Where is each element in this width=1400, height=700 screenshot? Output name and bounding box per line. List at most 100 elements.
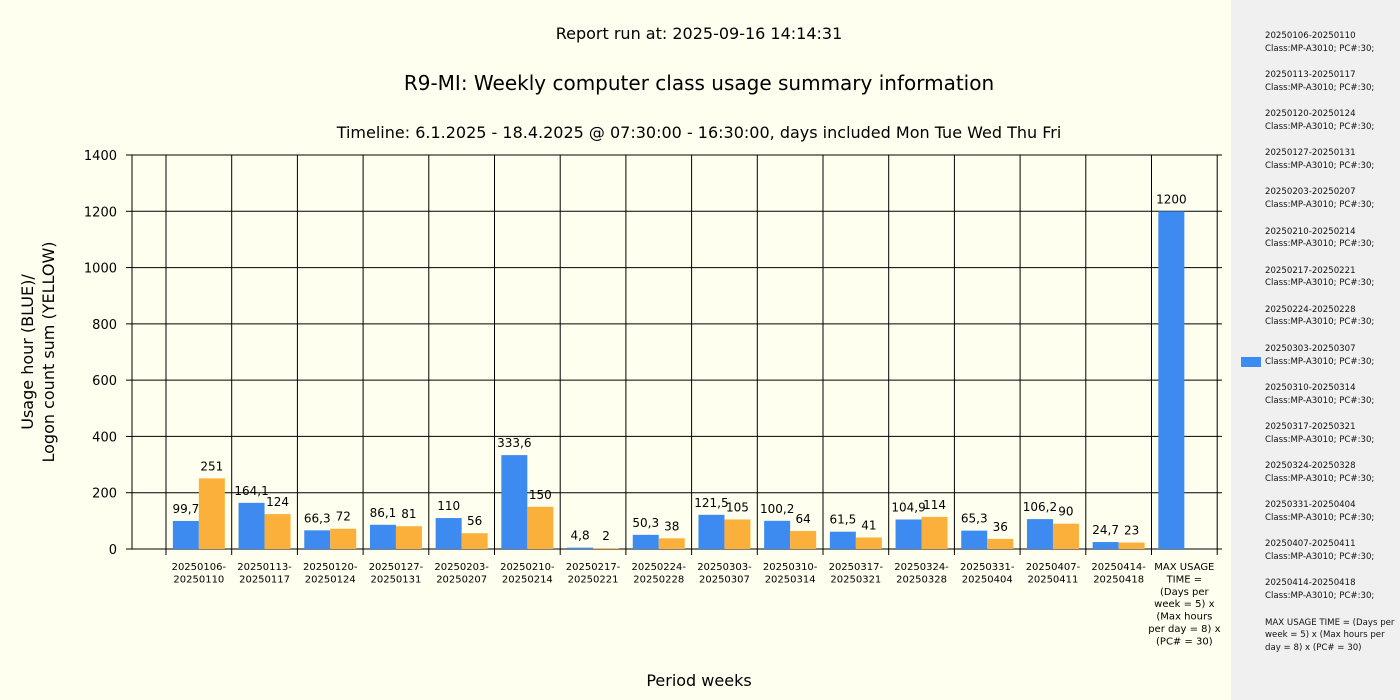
x-tick-label: (PC# = 30) <box>1156 636 1213 647</box>
x-tick-label: 20250221 <box>568 574 619 585</box>
legend-period: 20250317-20250321 <box>1265 422 1356 432</box>
x-tick-label: 20250203- <box>434 562 489 573</box>
x-tick-label: MAX USAGE <box>1154 562 1214 573</box>
usage-hours-bar <box>304 530 331 549</box>
logon-count-data-label: 150 <box>529 488 552 502</box>
logon-count-data-label: 114 <box>923 498 946 512</box>
usage-hours-bar <box>1092 542 1119 549</box>
x-tick-label: 20250217- <box>566 562 621 573</box>
legend-period: 20250127-20250131 <box>1265 148 1356 159</box>
usage-hours-bar <box>698 514 725 549</box>
logon-count-bar <box>921 516 948 549</box>
usage-hours-data-label: 50,3 <box>632 516 659 530</box>
x-tick-label: 20250124 <box>305 574 356 585</box>
x-tick-label: 20250314 <box>765 574 816 585</box>
x-tick-label: per day = 8) x <box>1148 624 1220 635</box>
usage-hours-data-label: 104,9 <box>891 500 925 514</box>
x-tick-label: 20250328 <box>896 574 947 585</box>
x-tick-label: 20250106- <box>172 562 227 573</box>
logon-count-data-label: 56 <box>467 514 482 528</box>
legend-item: 20250217-20250221 Class:MP-A3010; PC#:30; <box>1265 265 1397 291</box>
usage-hours-bar <box>567 547 594 549</box>
y-tick-label: 800 <box>92 318 117 333</box>
legend-period: 20250106-20250110 <box>1265 31 1356 41</box>
logon-count-bar <box>461 533 488 549</box>
x-tick-label: 20250321 <box>830 574 881 585</box>
legend-period: 20250120-20250124 <box>1265 109 1356 120</box>
x-tick-label: week = 5) x <box>1154 599 1214 610</box>
x-tick-label: 20250214 <box>502 574 553 585</box>
x-tick-label: 20250331- <box>960 562 1015 573</box>
y-tick-label: 1400 <box>84 149 117 164</box>
x-tick-label: 20250228 <box>633 574 684 585</box>
legend-max-usage-text: MAX USAGE TIME = (Days per week = 5) x (… <box>1265 617 1395 654</box>
usage-hours-data-label: 24,7 <box>1092 523 1119 537</box>
legend-class-info: Class:MP-A3010; PC#:30; <box>1265 239 1375 250</box>
legend-period: 20250224-20250228 <box>1265 304 1356 315</box>
usage-hours-data-label: 164,1 <box>234 484 268 498</box>
legend-period: 20250210-20250214 <box>1265 226 1356 237</box>
logon-count-bar <box>1118 542 1145 549</box>
legend-item: 20250106-20250110 Class:MP-A3010; PC#:30; <box>1265 30 1397 56</box>
legend-class-info: Class:MP-A3010; PC#:30; <box>1265 161 1375 172</box>
x-tick-label: 20250113- <box>237 562 292 573</box>
logon-count-bar <box>264 514 291 549</box>
logon-count-bar <box>330 528 357 549</box>
logon-count-data-label: 105 <box>726 500 749 514</box>
legend-class-info: Class:MP-A3010; PC#:30; <box>1265 512 1375 523</box>
legend-item: 20250224-20250228 Class:MP-A3010; PC#:30; <box>1265 304 1397 330</box>
legend: 20250106-20250110 Class:MP-A3010; PC#:30;… <box>1231 0 1400 700</box>
legend-max-usage-note: MAX USAGE TIME = (Days per week = 5) x (… <box>1265 617 1397 655</box>
legend-period: 20250217-20250221 <box>1265 265 1356 276</box>
usage-hours-bar <box>435 518 462 549</box>
y-tick-label: 600 <box>92 374 117 389</box>
usage-hours-data-label: 65,3 <box>961 512 988 526</box>
logon-count-data-label: 124 <box>266 495 289 509</box>
y-tick-label: 200 <box>92 487 117 502</box>
usage-hours-bar <box>369 524 396 549</box>
x-tick-label: 20250404 <box>962 574 1013 585</box>
x-tick-label: 20250131 <box>370 574 421 585</box>
logon-count-data-label: 23 <box>1124 524 1139 538</box>
x-axis-title: Period weeks <box>646 671 751 690</box>
logon-count-data-label: 41 <box>861 518 876 532</box>
logon-count-data-label: 36 <box>993 520 1008 534</box>
logon-count-data-label: 2 <box>602 529 610 543</box>
usage-hours-bar <box>1026 519 1053 549</box>
legend-period: 20250407-20250411 <box>1265 539 1356 550</box>
usage-hours-data-label: 86,1 <box>370 506 397 520</box>
legend-period: 20250203-20250207 <box>1265 187 1356 198</box>
legend-period: 20250324-20250328 <box>1265 461 1356 472</box>
logon-count-data-label: 81 <box>401 507 416 521</box>
chart-title: R9-MI: Weekly computer class usage summa… <box>404 71 994 95</box>
usage-hours-bar <box>961 530 988 549</box>
usage-hours-data-label: 1200 <box>1156 192 1187 206</box>
legend-class-info: Class:MP-A3010; PC#:30; <box>1265 434 1375 445</box>
logon-count-bar <box>724 519 751 549</box>
legend-item: 20250324-20250328 Class:MP-A3010; PC#:30; <box>1265 460 1397 486</box>
usage-hours-bar <box>895 519 922 549</box>
x-tick-label: 20250207 <box>436 574 487 585</box>
logon-count-data-label: 72 <box>336 510 351 524</box>
legend-period: 20250310-20250314 <box>1265 382 1356 393</box>
legend-item: 20250331-20250404 Class:MP-A3010; PC#:30; <box>1265 499 1397 525</box>
legend-class-info: Class:MP-A3010; PC#:30; <box>1265 121 1375 132</box>
usage-hours-bar <box>829 531 856 549</box>
logon-count-data-label: 90 <box>1058 505 1073 519</box>
legend-class-info: Class:MP-A3010; PC#:30; <box>1265 356 1375 367</box>
timeline-subtitle: Timeline: 6.1.2025 - 18.4.2025 @ 07:30:0… <box>336 123 1062 142</box>
y-axis-title: Usage hour (BLUE)/ <box>18 274 37 430</box>
legend-period: 20250303-20250307 <box>1265 343 1356 354</box>
y-tick-label: 1000 <box>84 262 117 277</box>
legend-class-info: Class:MP-A3010; PC#:30; <box>1265 552 1375 563</box>
logon-count-bar <box>593 548 620 549</box>
usage-hours-data-label: 110 <box>437 499 460 513</box>
x-tick-label: 20250224- <box>631 562 686 573</box>
usage-hours-data-label: 106,2 <box>1023 500 1057 514</box>
legend-item: 20250407-20250411 Class:MP-A3010; PC#:30; <box>1265 538 1397 564</box>
y-axis-title: Logon count sum (YELLOW) <box>39 241 58 462</box>
legend-class-info: Class:MP-A3010; PC#:30; <box>1265 473 1375 484</box>
legend-class-info: Class:MP-A3010; PC#:30; <box>1265 317 1375 328</box>
logon-count-data-label: 251 <box>200 459 223 473</box>
usage-hours-bar <box>238 502 265 549</box>
